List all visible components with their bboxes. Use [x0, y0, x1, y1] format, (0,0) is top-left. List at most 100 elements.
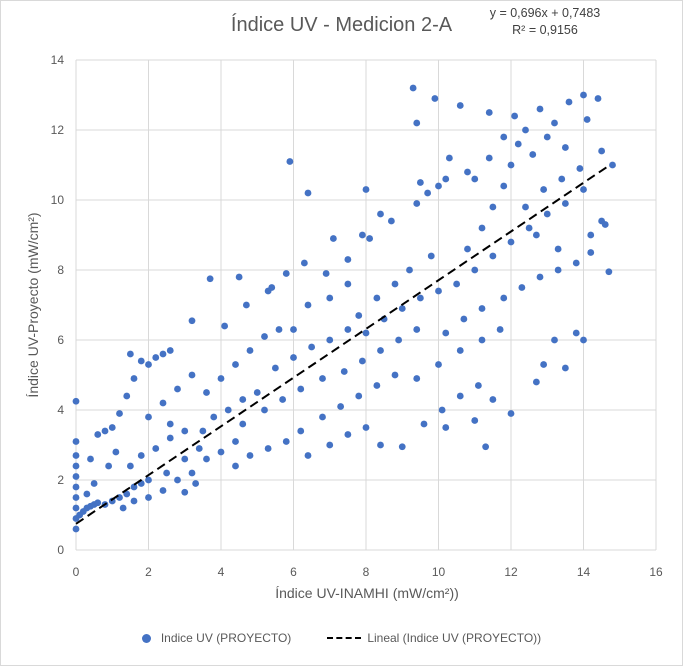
data-point — [282, 270, 290, 277]
data-point — [416, 179, 424, 186]
data-point — [478, 336, 486, 344]
data-point — [358, 357, 366, 365]
data-point — [166, 420, 174, 428]
x-tick-label: 0 — [73, 565, 80, 579]
data-point — [598, 147, 606, 155]
x-tick-label: 10 — [432, 565, 446, 579]
data-point — [587, 231, 595, 239]
legend-item-series: Indice UV (PROYECTO) — [141, 631, 292, 645]
data-point — [489, 252, 497, 260]
data-point — [605, 268, 613, 276]
data-point — [239, 396, 247, 403]
data-point — [565, 98, 573, 106]
data-point — [456, 102, 464, 109]
data-point — [282, 438, 290, 445]
y-tick-label: 2 — [57, 473, 64, 487]
data-point — [119, 504, 127, 512]
data-point — [166, 434, 174, 442]
x-tick-label: 14 — [577, 565, 591, 579]
data-point — [145, 361, 152, 368]
data-point — [507, 410, 515, 417]
data-point — [464, 168, 471, 176]
data-point — [536, 273, 544, 281]
data-point — [377, 347, 384, 354]
data-point — [442, 175, 450, 183]
data-point — [72, 494, 80, 501]
data-point — [297, 385, 305, 393]
data-point — [217, 375, 225, 382]
data-point — [587, 249, 595, 256]
data-point — [355, 312, 363, 319]
legend-marker-dot — [141, 633, 151, 643]
data-point — [72, 438, 80, 445]
data-point — [442, 424, 450, 431]
legend-label-trendline: Lineal (Indice UV (PROYECTO)) — [367, 631, 542, 645]
data-point — [435, 182, 442, 190]
x-tick-label: 16 — [649, 565, 663, 579]
data-point — [398, 305, 406, 312]
legend: Indice UV (PROYECTO) Lineal (Indice UV (… — [0, 628, 683, 648]
data-point — [416, 294, 424, 302]
data-point — [271, 364, 279, 372]
data-point — [130, 497, 138, 505]
data-point — [174, 476, 181, 484]
data-point — [242, 301, 250, 309]
data-point — [496, 326, 504, 333]
data-point — [460, 315, 468, 323]
data-point — [268, 284, 276, 291]
data-point — [543, 210, 551, 218]
gridlines — [75, 59, 657, 551]
data-point — [478, 305, 486, 312]
data-point — [583, 116, 591, 123]
data-point — [188, 371, 196, 379]
data-point — [456, 347, 464, 354]
data-point — [286, 158, 294, 165]
data-point — [116, 410, 123, 417]
data-point — [72, 473, 80, 480]
data-point — [261, 333, 268, 340]
data-point — [514, 140, 522, 148]
data-point — [297, 427, 305, 435]
data-point — [431, 95, 439, 102]
data-point — [474, 382, 482, 389]
data-point — [344, 256, 352, 263]
legend-marker-dashed-line — [327, 637, 362, 639]
data-point — [72, 452, 80, 459]
legend-label-series: Indice UV (PROYECTO) — [160, 631, 292, 645]
data-point — [203, 389, 210, 396]
data-point — [398, 443, 406, 451]
data-point — [279, 396, 287, 403]
data-point — [304, 301, 312, 309]
data-point — [362, 329, 370, 337]
data-point — [130, 375, 138, 382]
data-point — [195, 445, 203, 452]
data-point — [373, 382, 381, 389]
data-point — [322, 270, 330, 277]
data-point — [188, 317, 196, 325]
data-point — [580, 186, 587, 193]
y-tick-label: 6 — [57, 333, 64, 347]
data-point — [239, 420, 247, 428]
data-point — [340, 368, 348, 375]
data-point — [145, 494, 152, 501]
data-point — [594, 95, 602, 102]
data-point — [90, 480, 98, 487]
data-point — [558, 175, 566, 183]
data-point — [576, 165, 584, 172]
data-point — [482, 443, 490, 451]
data-point — [344, 326, 352, 333]
data-point — [391, 371, 399, 379]
data-point — [159, 399, 167, 407]
trendline — [75, 164, 610, 525]
data-point — [485, 154, 493, 162]
data-point — [145, 413, 152, 421]
data-point — [152, 445, 160, 452]
data-point — [413, 200, 421, 207]
data-point — [232, 361, 239, 368]
y-tick-label: 4 — [57, 403, 64, 417]
data-point — [387, 217, 395, 225]
data-point — [275, 326, 283, 333]
data-point — [554, 245, 562, 253]
